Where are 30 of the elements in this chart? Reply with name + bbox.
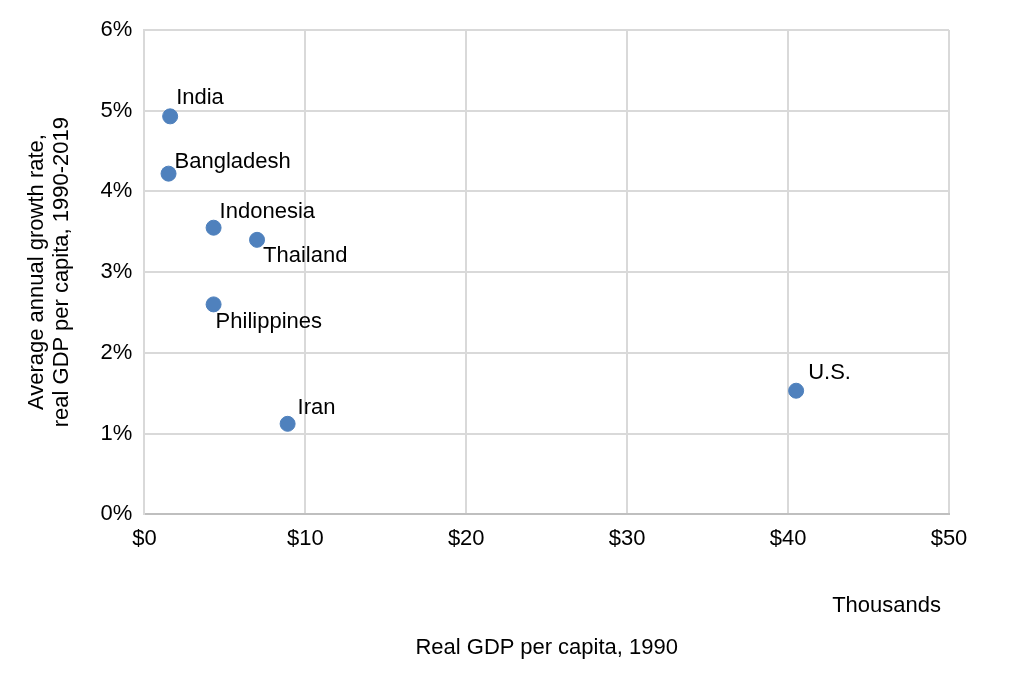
x-tick-label: $20 bbox=[447, 525, 485, 551]
y-tick-label: 2% bbox=[100, 338, 133, 364]
x-tick-label: $30 bbox=[608, 525, 646, 551]
y-tick-label: 6% bbox=[100, 16, 133, 42]
point bbox=[788, 382, 805, 399]
annotation: Thailand bbox=[263, 241, 348, 267]
y-tick-label: 0% bbox=[100, 500, 133, 526]
y-tick-label: 4% bbox=[100, 177, 133, 203]
x-tick-label: $0 bbox=[132, 525, 157, 551]
x-tick-label: $40 bbox=[769, 525, 807, 551]
y-tick-label: 1% bbox=[100, 419, 133, 445]
point bbox=[162, 108, 179, 125]
y-axis-title: Average annual growth rate, real GDP per capita, 1990-2019 bbox=[22, 116, 74, 428]
annotation: India bbox=[176, 84, 225, 110]
point bbox=[160, 165, 177, 182]
y-tick-label: 5% bbox=[100, 96, 133, 122]
point bbox=[205, 219, 222, 236]
point bbox=[249, 231, 266, 248]
annotation: Iran bbox=[297, 393, 336, 419]
x-tick-label: $50 bbox=[930, 525, 968, 551]
point bbox=[205, 296, 222, 313]
annotation: Bangladesh bbox=[174, 147, 291, 173]
annotation: U.S. bbox=[808, 358, 851, 384]
point bbox=[279, 415, 296, 432]
annotation: Philippines bbox=[215, 308, 322, 334]
x-tick-label: $10 bbox=[286, 525, 324, 551]
y-tick-label: 3% bbox=[100, 258, 133, 284]
x-axis-title: Real GDP per capita, 1990 bbox=[415, 633, 678, 659]
text: Thousands bbox=[832, 592, 941, 618]
annotation: Indonesia bbox=[219, 197, 316, 223]
